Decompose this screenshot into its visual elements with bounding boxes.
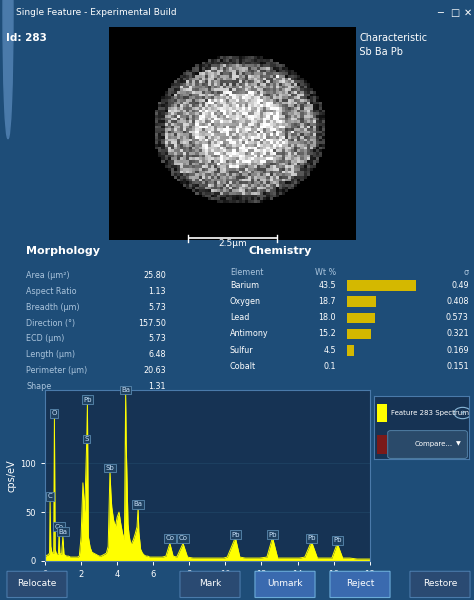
Text: 0.151: 0.151 [446, 362, 469, 371]
Text: ECD (μm): ECD (μm) [26, 334, 64, 343]
Text: Ba: Ba [134, 501, 143, 507]
Text: Direction (°): Direction (°) [26, 319, 75, 328]
Text: 5.73: 5.73 [148, 334, 166, 343]
FancyBboxPatch shape [180, 571, 240, 598]
Text: 4.5: 4.5 [323, 346, 336, 355]
Text: Characteristic: Characteristic [360, 33, 428, 43]
Text: Feature 283 Spectrum: Feature 283 Spectrum [391, 410, 469, 416]
Text: □: □ [450, 8, 460, 17]
Bar [346, 280, 416, 290]
Text: 18.7: 18.7 [319, 297, 336, 306]
Circle shape [3, 0, 13, 139]
Text: 157.50: 157.50 [138, 319, 166, 328]
Text: Antimony: Antimony [230, 329, 268, 338]
Text: Relocate: Relocate [18, 579, 57, 588]
Text: σ: σ [464, 268, 469, 277]
Text: Co: Co [55, 524, 64, 530]
Text: 20.63: 20.63 [143, 366, 166, 375]
Text: ─: ─ [437, 8, 443, 17]
Text: Class:: Class: [310, 33, 339, 43]
Text: 25.80: 25.80 [143, 271, 166, 280]
Text: 5.73: 5.73 [148, 303, 166, 312]
Bar [346, 296, 376, 307]
Text: Wt %: Wt % [315, 268, 336, 277]
Text: Breadth (μm): Breadth (μm) [26, 303, 80, 312]
Text: Ba: Ba [58, 529, 67, 535]
Text: Aspect Ratio: Aspect Ratio [26, 287, 77, 296]
Text: Morphology: Morphology [26, 246, 100, 256]
Text: Chemistry: Chemistry [248, 246, 312, 256]
Bar [346, 345, 354, 356]
Text: 18.0: 18.0 [319, 313, 336, 322]
Text: Mark: Mark [199, 579, 221, 588]
Text: ▼: ▼ [456, 442, 460, 446]
Text: O: O [52, 410, 57, 416]
Text: Area (μm²): Area (μm²) [26, 271, 70, 280]
Text: Co: Co [165, 535, 174, 541]
Bar [346, 329, 371, 340]
FancyBboxPatch shape [255, 571, 315, 598]
Text: Co: Co [179, 535, 188, 541]
FancyBboxPatch shape [410, 571, 470, 598]
X-axis label: keV: keV [199, 582, 216, 592]
Text: +: + [460, 410, 465, 416]
Text: S: S [84, 436, 89, 442]
Text: 2.5μm: 2.5μm [218, 238, 246, 247]
Text: Restore: Restore [423, 579, 457, 588]
FancyBboxPatch shape [7, 571, 67, 598]
Text: Id: 283: Id: 283 [6, 33, 47, 43]
Text: Unmark: Unmark [267, 579, 303, 588]
Text: 0.321: 0.321 [446, 329, 469, 338]
Text: Cobalt: Cobalt [230, 362, 256, 371]
Text: Pb: Pb [83, 397, 91, 403]
Bar [346, 313, 375, 323]
Text: 6.48: 6.48 [148, 350, 166, 359]
Text: ✕: ✕ [464, 8, 472, 17]
Text: 1.13: 1.13 [148, 287, 166, 296]
Text: 0.573: 0.573 [446, 313, 469, 322]
Text: Pb: Pb [268, 532, 277, 538]
Text: 43.5: 43.5 [319, 281, 336, 290]
Y-axis label: cps/eV: cps/eV [6, 459, 16, 492]
Text: Compare...: Compare... [414, 441, 452, 447]
Text: 1.31: 1.31 [148, 382, 166, 391]
FancyBboxPatch shape [388, 431, 467, 458]
Text: 0.1: 0.1 [323, 362, 336, 371]
Text: 0.49: 0.49 [451, 281, 469, 290]
Text: Perimeter (μm): Perimeter (μm) [26, 366, 87, 375]
Text: Lead: Lead [230, 313, 249, 322]
Text: Oxygen: Oxygen [230, 297, 261, 306]
Text: Length (μm): Length (μm) [26, 350, 75, 359]
Bar [377, 404, 387, 422]
Text: Subclass: Sb Ba Pb: Subclass: Sb Ba Pb [310, 47, 403, 58]
Text: Single Feature - Experimental Build: Single Feature - Experimental Build [16, 8, 177, 17]
Text: Ba: Ba [121, 387, 130, 393]
Text: C: C [48, 493, 53, 499]
Text: Element: Element [230, 268, 263, 277]
Text: 0.169: 0.169 [446, 346, 469, 355]
Text: Reject: Reject [346, 579, 374, 588]
Text: Pb: Pb [333, 538, 341, 544]
Text: Shape: Shape [26, 382, 51, 391]
Text: Sulfur: Sulfur [230, 346, 254, 355]
Text: 0.408: 0.408 [446, 297, 469, 306]
Text: Sb: Sb [106, 465, 114, 471]
FancyBboxPatch shape [330, 571, 390, 598]
Text: Pb: Pb [307, 535, 316, 541]
Text: Pb: Pb [231, 532, 239, 538]
Text: 15.2: 15.2 [318, 329, 336, 338]
Bar [377, 435, 387, 454]
Text: Barium: Barium [230, 281, 259, 290]
